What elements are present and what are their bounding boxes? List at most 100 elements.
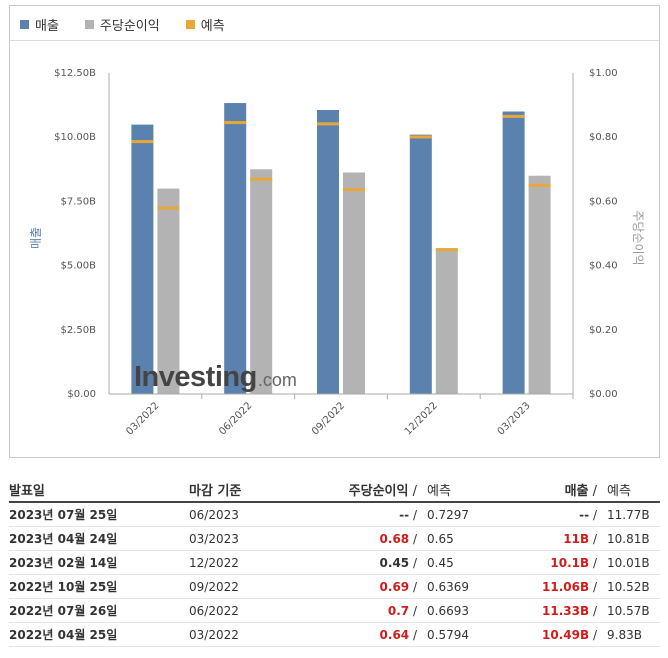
eps-bar [343,172,365,394]
cell-eps-actual-value: 0.7 [387,603,410,618]
legend-item-revenue[interactable]: 매출 [20,15,59,34]
cell-release-date: 2023년 02월 14일 [9,550,189,575]
cell-revenue-forecast-value: 10.57B [607,603,650,618]
revenue-bar [502,111,525,395]
cell-eps-actual: 0.7 / [299,598,421,623]
header-eps-forecast[interactable]: 예측 [421,477,512,503]
cell-release-date: 2023년 04월 24일 [9,526,189,551]
cell-revenue-actual-value: -- [579,507,590,522]
cell-period-end-value: 09/2022 [189,579,239,594]
x-tick-label: 03/2022 [124,400,161,437]
cell-eps-actual: 0.69 / [299,574,421,599]
x-tick-label: 06/2022 [217,400,254,437]
cell-release-date-value: 2023년 02월 14일 [9,556,118,570]
right-tick-label: $1.00 [589,68,618,79]
table-row: 2023년 04월 24일 03/2023 0.68 / 0.65 11B / 10.81… [9,526,660,551]
cell-period-end-value: 06/2022 [189,603,239,618]
cell-period-end: 09/2022 [189,574,299,599]
header-eps-label: 주당순이익 [348,483,409,499]
cell-period-end: 12/2022 [189,550,299,575]
revenue-forecast-marker [502,114,525,118]
revenue-forecast-marker [409,135,432,139]
x-tick-label: 03/2023 [496,400,533,437]
cell-revenue-actual: -- / [512,502,601,527]
cell-eps-actual-value: 0.64 [379,627,410,642]
left-tick-label: $7.50B [61,196,97,207]
cell-eps-forecast-value: 0.7297 [427,507,469,522]
right-axis-title: 주당순이익 [631,210,645,265]
cell-eps-forecast: 0.7297 [421,502,512,527]
legend-label-eps: 주당순이익 [99,18,160,34]
left-tick-label: $12.50B [54,68,96,79]
table-body: 2023년 07월 25일 06/2023 -- / 0.7297 -- / 11.77B… [9,502,660,647]
cell-release-date-value: 2023년 04월 24일 [9,532,118,546]
legend-swatch-eps [84,19,94,29]
earnings-table: 발표일 마감 기준 주당순이익 / 예측 매출 / 예측 2023년 07월 2… [9,477,660,647]
cell-eps-actual-value: 0.69 [379,579,410,594]
cell-revenue-slash: / [589,555,597,570]
cell-period-end: 03/2023 [189,526,299,551]
header-revenue-forecast[interactable]: 예측 [601,477,660,503]
cell-release-date-value: 2023년 07월 25일 [9,508,118,522]
table-row: 2022년 04월 25일 03/2022 0.64 / 0.5794 10.49B /… [9,622,660,647]
cell-eps-slash: / [409,507,417,522]
table-row: 2022년 07월 26일 06/2022 0.7 /0.6693 11.33B /1… [9,598,660,623]
cell-revenue-slash: / [589,627,597,642]
cell-revenue-forecast-value: 10.01B [607,555,650,570]
legend-item-forecast[interactable]: 예측 [185,15,225,34]
bar-chart: 03/2022 06/2022 09/2022 12/2022 03/2023 $0.00… [29,68,645,437]
cell-revenue-actual: 10.1B / [512,550,601,575]
investing-watermark-logo: Investing .com [134,361,297,394]
cell-eps-actual: 0.45 / [299,550,421,575]
cell-release-date: 2023년 07월 25일 [9,502,189,527]
eps-forecast-marker [343,188,365,192]
eps-forecast-marker [250,177,273,181]
cell-eps-actual: 0.68 / [299,526,421,551]
cell-revenue-forecast: 10.57B [601,598,660,623]
cell-eps-forecast: 0.45 [421,550,512,575]
cell-revenue-slash: / [589,507,597,522]
eps-bar [250,169,273,394]
x-tick-label: 09/2022 [310,400,347,437]
cell-eps-forecast-value: 0.45 [427,555,454,570]
cell-revenue-forecast: 9.83B [601,622,660,647]
cell-revenue-forecast-value: 10.81B [607,531,650,546]
header-period[interactable]: 마감 기준 [189,477,299,503]
header-revenue[interactable]: 매출 / [512,477,601,503]
right-tick-label: $0.60 [589,196,618,207]
cell-eps-forecast: 0.6369 [421,574,512,599]
table-header-row: 발표일 마감 기준 주당순이익 / 예측 매출 / 예측 [9,477,660,503]
cell-period-end-value: 12/2022 [189,555,239,570]
legend-label-forecast: 예측 [200,18,225,34]
header-eps[interactable]: 주당순이익 / [299,477,421,503]
cell-revenue-forecast: 10.81B [601,526,660,551]
header-date[interactable]: 발표일 [9,477,189,503]
revenue-bar [317,109,339,395]
legend-divider [10,40,659,41]
eps-bar [435,249,458,394]
cell-revenue-actual-value: 11.33B [542,603,590,618]
cell-revenue-slash: / [589,531,597,546]
chart-legend: 매출 주당순이익 예측 [20,14,251,34]
table-row: 2022년 10월 25일 09/2022 0.69 / 0.6369 11.06B /… [9,574,660,599]
cell-eps-actual: -- / [299,502,421,527]
eps-bar [528,175,551,394]
cell-revenue-actual-value: 10.49B [542,627,590,642]
eps-forecast-marker [157,206,180,210]
left-tick-label: $5.00B [61,261,97,272]
left-tick-label: $0.00 [67,389,96,400]
legend-item-eps[interactable]: 주당순이익 [84,15,160,34]
cell-revenue-forecast: 10.01B [601,550,660,575]
left-tick-label: $2.50B [61,325,97,336]
cell-period-end: 03/2022 [189,622,299,647]
legend-swatch-forecast [185,19,195,29]
earnings-chart-panel: 매출 주당순이익 예측 03/2022 06/2022 09/2022 12/2022… [9,5,660,458]
cell-eps-forecast: 0.6693 [421,598,512,623]
cell-eps-forecast: 0.65 [421,526,512,551]
cell-eps-forecast-value: 0.5794 [427,627,469,642]
revenue-forecast-marker [131,140,154,144]
cell-revenue-actual: 10.49B / [512,622,601,647]
cell-revenue-forecast: 11.77B [601,502,660,527]
cell-release-date: 2022년 07월 26일 [9,598,189,623]
cell-revenue-forecast-value: 10.52B [607,579,650,594]
